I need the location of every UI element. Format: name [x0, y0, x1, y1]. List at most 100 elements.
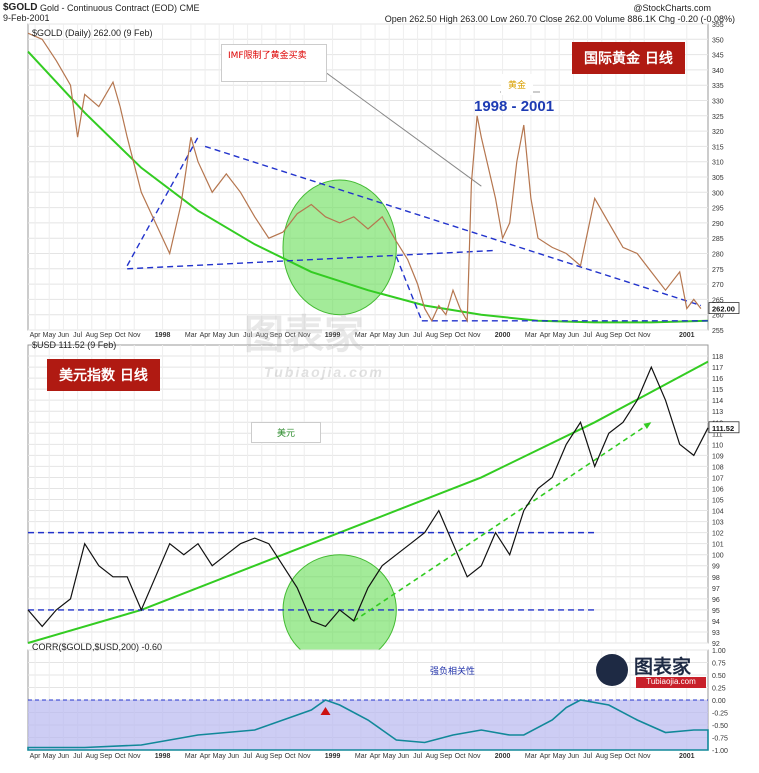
y-tick-label: 92: [712, 641, 720, 648]
copyright: @StockCharts.com: [633, 3, 711, 13]
logo-text: 图表家: [634, 656, 692, 678]
x-tick-label: Sep: [610, 753, 623, 760]
x-tick-label: Jul: [413, 332, 422, 339]
x-tick-label: Jul: [583, 332, 592, 339]
y-tick-label: 93: [712, 630, 720, 637]
callout-line: [296, 51, 482, 187]
x-tick-label: Jun: [228, 753, 239, 760]
y-tick-label: 97: [712, 586, 720, 593]
y-tick-label: 117: [712, 365, 723, 372]
x-tick-label: May: [383, 753, 397, 760]
peak-arrow-marker: [320, 707, 331, 715]
x-tick-label: Sep: [100, 332, 113, 339]
x-tick-label: 1998: [155, 753, 171, 760]
watermark-sub: Tubiaojia.com: [264, 364, 384, 380]
y-tick-label: -0.25: [712, 711, 728, 718]
watermark: 图表家: [244, 312, 364, 358]
x-tick-label: Jun: [228, 332, 239, 339]
y-tick-label: 100: [712, 553, 724, 560]
y-tick-label: 107: [712, 475, 724, 482]
x-tick-label: Apr: [200, 332, 212, 339]
x-tick-label: Oct: [455, 753, 466, 760]
y-tick-label: 0.50: [712, 673, 726, 680]
y-tick-label: 116: [712, 376, 723, 383]
x-tick-label: 2001: [679, 332, 695, 339]
y-tick-label: 101: [712, 542, 724, 549]
logo: 图表家 Tubiaojia.com: [596, 652, 714, 690]
x-tick-label: Apr: [30, 332, 42, 339]
y-tick-label: 340: [712, 68, 724, 75]
y-tick-label: 118: [712, 354, 723, 361]
last-value-label: 262.00: [712, 305, 735, 314]
blue-trendline: [126, 136, 199, 267]
x-tick-label: May: [43, 332, 57, 339]
symbol: $GOLD: [3, 2, 38, 13]
x-tick-label: Apr: [370, 332, 382, 339]
y-tick-label: 330: [712, 99, 724, 106]
x-tick-label: Mar: [355, 332, 368, 339]
x-tick-label: Oct: [285, 753, 296, 760]
y-tick-label: 265: [712, 297, 724, 304]
y-tick-label: 96: [712, 597, 720, 604]
y-tick-label: 0.00: [712, 698, 726, 705]
y-tick-label: 110: [712, 442, 723, 449]
x-tick-label: Aug: [596, 753, 609, 760]
y-tick-label: 0.75: [712, 661, 726, 668]
x-tick-label: Jul: [583, 753, 592, 760]
x-tick-label: Aug: [426, 332, 439, 339]
x-tick-label: Oct: [115, 332, 126, 339]
x-tick-label: 2000: [495, 332, 511, 339]
x-tick-label: Oct: [115, 753, 126, 760]
imf-note: IMF限制了黄金买卖: [221, 44, 327, 82]
y-tick-label: 105: [712, 498, 724, 505]
y-tick-label: 310: [712, 160, 724, 167]
x-tick-label: Jun: [568, 332, 579, 339]
y-tick-label: 95: [712, 608, 720, 615]
x-tick-label: Oct: [285, 332, 296, 339]
y-tick-label: 1.00: [712, 648, 726, 655]
x-tick-label: Mar: [185, 332, 198, 339]
y-tick-label: 345: [712, 53, 724, 60]
x-tick-label: May: [213, 753, 227, 760]
y-tick-label: 275: [712, 267, 724, 274]
y-tick-label: 114: [712, 398, 723, 405]
corr-note: 强负相关性: [430, 667, 476, 677]
x-tick-label: Sep: [610, 332, 623, 339]
usd-label: 美元: [251, 422, 321, 443]
x-tick-label: Nov: [298, 753, 311, 760]
gold-price-line: [27, 32, 702, 323]
dashed-trend-arrow: [353, 421, 652, 622]
y-tick-label: 285: [712, 236, 724, 243]
y-tick-label: 106: [712, 486, 724, 493]
y-tick-label: 315: [712, 144, 724, 151]
usd-series-label: $USD 111.52 (9 Feb): [32, 340, 117, 350]
x-tick-label: Nov: [638, 332, 651, 339]
last-value-box: [708, 302, 740, 314]
x-tick-label: Nov: [638, 753, 651, 760]
corr-series-label: CORR($GOLD,$USD,200) -0.60: [32, 642, 163, 652]
y-tick-label: 115: [712, 387, 723, 394]
usd-price-line: [27, 365, 709, 628]
x-tick-label: 1999: [325, 753, 341, 760]
x-tick-label: Jun: [398, 332, 409, 339]
x-tick-label: Apr: [540, 332, 552, 339]
x-tick-label: Aug: [86, 332, 99, 339]
y-tick-label: -0.75: [712, 736, 728, 743]
description: Gold - Continuous Contract (EOD) CME: [40, 3, 200, 13]
x-tick-label: Jun: [398, 753, 409, 760]
x-tick-label: May: [213, 332, 227, 339]
x-tick-label: Sep: [440, 332, 453, 339]
corr-line: [27, 699, 709, 751]
y-tick-label: 290: [712, 221, 724, 228]
logo-sub: Tubiaojia.com: [636, 677, 706, 688]
gold-label: 黄金: [501, 74, 534, 95]
x-tick-label: Mar: [355, 753, 368, 760]
y-tick-label: -1.00: [712, 748, 728, 755]
highlight-ellipse: [282, 179, 397, 316]
x-tick-label: Nov: [128, 332, 141, 339]
corr-band: [28, 700, 708, 750]
x-tick-label: Mar: [185, 753, 198, 760]
y-tick-label: 350: [712, 37, 724, 44]
blue-trendline: [204, 145, 702, 307]
